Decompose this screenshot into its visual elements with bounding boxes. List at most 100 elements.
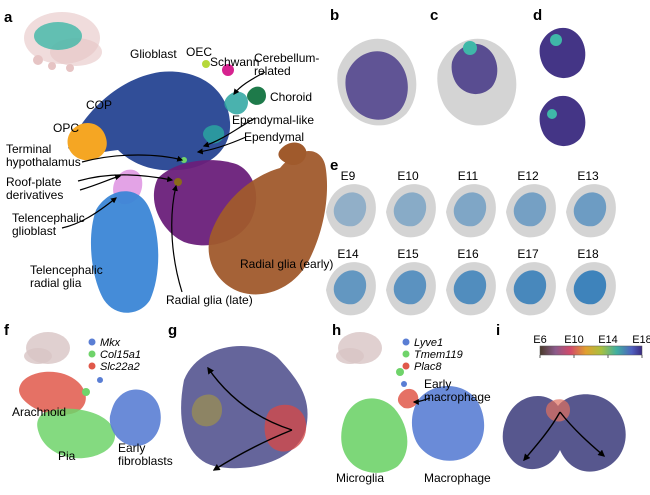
colorbar-tick-e18: E18 [632, 334, 650, 346]
panel-d-top-highlight [550, 34, 562, 46]
stage-label-e16: E16 [457, 247, 479, 261]
legend-lyve1-dot [402, 338, 410, 346]
cluster-pia [37, 408, 116, 459]
colorbar-tick-e10: E10 [564, 334, 584, 346]
cluster-radial-early-top [278, 142, 307, 166]
panel-letter-b: b [330, 7, 339, 24]
legend-col15a1-dot [88, 350, 96, 358]
cluster-radial-early [208, 150, 328, 295]
stage-label-e14: E14 [337, 247, 359, 261]
stage-panel-e18: E18 [566, 247, 616, 316]
legend-plac8-dot [402, 362, 410, 370]
label-cop: COP [86, 98, 112, 112]
cluster-macrophage [411, 385, 485, 461]
label-radial-late: Radial glia (late) [166, 293, 253, 307]
legend-tmem119-dot [402, 350, 410, 358]
label-terminal-hypo: Terminal hypothalamus [6, 142, 81, 169]
panels-bcd [337, 27, 586, 147]
legend-mkx: Mkx [100, 337, 121, 349]
stage-panel-e10: E10 [386, 169, 436, 238]
stage-label-e10: E10 [397, 169, 419, 183]
stage-panel-e13: E13 [566, 169, 616, 238]
colorbar [539, 345, 643, 356]
label-glioblast: Glioblast [130, 47, 177, 61]
stage-label-e9: E9 [341, 169, 356, 183]
legend-lyve1: Lyve1 [414, 337, 443, 349]
stage-label-e15: E15 [397, 247, 419, 261]
panel-d-top [539, 27, 586, 79]
panel-e: E9 E10 E11 E12 E13 E14 E15 E16 E17 E18 [326, 169, 616, 316]
stage-panel-e14: E14 [326, 247, 376, 316]
label-macrophage: Macrophage [424, 471, 491, 485]
legend-plac8: Plac8 [414, 361, 442, 373]
label-early-fibro: Early fibroblasts [118, 441, 173, 468]
stage-panel-e11: E11 [446, 169, 496, 238]
cluster-choroid [247, 86, 266, 105]
label-choroid: Choroid [270, 90, 312, 104]
legend-tmem119: Tmem119 [414, 349, 463, 361]
panel-letter-e: e [330, 157, 338, 174]
panel-d-bottom-highlight [547, 109, 557, 119]
panel-a-inset [24, 12, 102, 72]
panel-letter-g: g [168, 322, 177, 339]
panel-f: Mkx Col15a1 Slc22a2 Arachnoid Pia Early f… [12, 332, 173, 468]
legend-mkx-dot [88, 338, 96, 346]
cluster-oec [202, 60, 210, 68]
panel-letter-a: a [4, 9, 13, 26]
colorbar-ticks: E6 E10 E14 E18 [533, 334, 650, 358]
label-arachnoid: Arachnoid [12, 405, 66, 419]
stage-label-e18: E18 [577, 247, 599, 261]
panel-letter-c: c [430, 7, 438, 24]
stage-label-e13: E13 [577, 169, 599, 183]
stage-panel-e16: E16 [446, 247, 496, 316]
cluster-microglia [341, 398, 408, 473]
panel-b-expression [345, 51, 408, 120]
label-microglia: Microglia [336, 471, 384, 485]
cluster-roof-plate [174, 178, 182, 186]
panel-g [181, 346, 308, 471]
stage-panel-e17: E17 [506, 247, 556, 316]
stage-panel-e15: E15 [386, 247, 436, 316]
panel-a: Glioblast OEC Schwann Cerebellum-related… [6, 12, 333, 313]
label-tel-glioblast: Telencephalic glioblast [12, 211, 85, 238]
label-radial-early: Radial glia (early) [240, 257, 333, 271]
legend-slc22a2-dot [88, 362, 96, 370]
label-ependymal: Ependymal [244, 130, 304, 144]
stage-label-e11: E11 [458, 169, 479, 183]
label-pia: Pia [58, 449, 76, 463]
panel-letter-f: f [4, 322, 10, 339]
cluster-schwann [222, 64, 234, 76]
legend-slc22a2: Slc22a2 [100, 361, 140, 373]
panel-letter-i: i [496, 322, 500, 339]
label-cerebellum: Cerebellum-related [254, 51, 319, 78]
legend-col15a1: Col15a1 [100, 349, 141, 361]
panel-i: E6 E10 E14 E18 [502, 334, 650, 472]
label-schwann: Schwann [210, 55, 259, 69]
stage-panel-e9: E9 [326, 169, 376, 238]
cluster-tel-radial [90, 191, 159, 313]
panel-c-highlight [463, 41, 477, 55]
label-oec: OEC [186, 45, 212, 59]
cluster-glioblast [68, 71, 231, 171]
cluster-ependymal-like [224, 91, 248, 115]
panel-d-bottom [539, 95, 586, 147]
cluster-early-macro [397, 388, 419, 409]
panel-c-expression [451, 43, 498, 95]
colorbar-tick-e6: E6 [533, 334, 546, 346]
cluster-opc [67, 123, 107, 161]
colorbar-tick-e14: E14 [598, 334, 618, 346]
stage-label-e17: E17 [517, 247, 539, 261]
cluster-arachnoid [19, 371, 86, 416]
label-ependymal-like: Ependymal-like [232, 113, 314, 127]
stage-panel-e12: E12 [506, 169, 556, 238]
panel-h: Lyve1 Tmem119 Plac8 Early macrophage Micr… [336, 332, 491, 485]
panel-letter-h: h [332, 322, 341, 339]
stage-label-e12: E12 [517, 169, 539, 183]
label-opc: OPC [53, 121, 79, 135]
label-tel-radial: Telencephalic radial glia [30, 263, 103, 290]
cluster-early-fibro [109, 389, 161, 446]
label-roof-plate: Roof-plate derivatives [6, 175, 63, 202]
panel-letter-d: d [533, 7, 542, 24]
label-early-macro: Early macrophage [424, 377, 491, 404]
